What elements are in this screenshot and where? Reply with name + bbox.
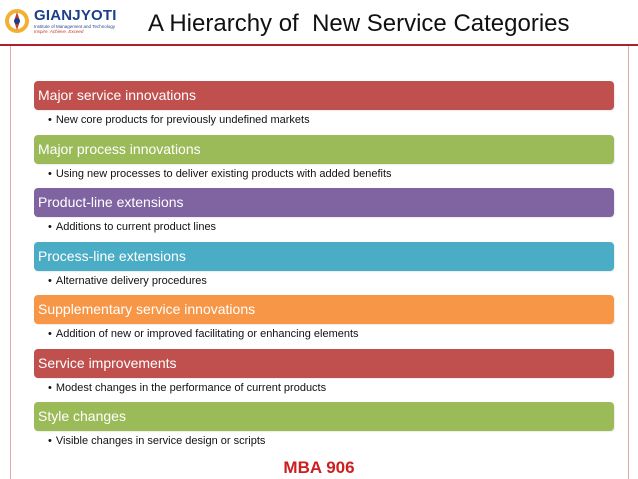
category-item: Style changes • Visible changes in servic… <box>34 402 614 456</box>
category-item: Process-line extensions • Alternative del… <box>34 241 614 296</box>
category-bullet: • Visible changes in service design or sc… <box>48 435 266 447</box>
category-bar: Product-line extensions <box>34 188 614 217</box>
bullet-text: Using new processes to deliver existing … <box>55 167 392 180</box>
right-border <box>628 46 629 479</box>
page-title: A Hierarchy of New Service Categories <box>148 10 570 37</box>
bullet-text: Additions to current product lines <box>55 221 217 233</box>
category-bullet: • New core products for previously undefi… <box>48 114 310 126</box>
logo-tagline: Inspire. Achieve. Exceed <box>34 29 84 34</box>
category-item: Major service innovations • New core prod… <box>34 81 614 135</box>
category-item: Major process innovations • Using new pro… <box>34 134 614 189</box>
category-bullet: • Modest changes in the performance of cu… <box>48 381 327 394</box>
title-divider <box>0 44 638 46</box>
category-bar: Service improvements <box>34 348 614 378</box>
category-bar: Process-line extensions <box>34 241 614 271</box>
category-bullet: • Using new processes to deliver existing… <box>48 167 392 180</box>
bullet-text: New core products for previously undefin… <box>55 114 310 126</box>
category-bullet: • Additions to current product lines <box>48 221 217 233</box>
top-line <box>0 0 638 2</box>
category-item: Supplementary service innovations • Addit… <box>34 295 614 349</box>
category-bullet: • Addition of new or improved facilitatin… <box>48 328 359 340</box>
category-item: Product-line extensions • Additions to cu… <box>34 188 614 242</box>
category-bullet: • Alternative delivery procedures <box>48 274 207 287</box>
category-bar: Major service innovations <box>34 81 614 110</box>
bullet-text: Alternative delivery procedures <box>55 274 207 287</box>
logo-subtitle: Institute of Management and Technology <box>34 23 115 29</box>
logo: GIANJYOTI Institute of Management and Te… <box>4 4 132 38</box>
bullet-text: Modest changes in the performance of cur… <box>55 381 327 394</box>
category-bar: Major process innovations <box>34 134 614 164</box>
category-bar: Supplementary service innovations <box>34 295 614 324</box>
category-list: Major service innovations • New core prod… <box>34 81 614 456</box>
logo-name: GIANJYOTI <box>34 6 117 24</box>
left-border <box>10 46 11 479</box>
category-item: Service improvements • Modest changes in … <box>34 348 614 403</box>
category-bar: Style changes <box>34 402 614 431</box>
footer-course-code: MBA 906 <box>283 458 355 477</box>
bullet-text: Addition of new or improved facilitating… <box>55 328 359 340</box>
logo-emblem-icon <box>4 8 30 34</box>
bullet-text: Visible changes in service design or scr… <box>55 435 266 447</box>
